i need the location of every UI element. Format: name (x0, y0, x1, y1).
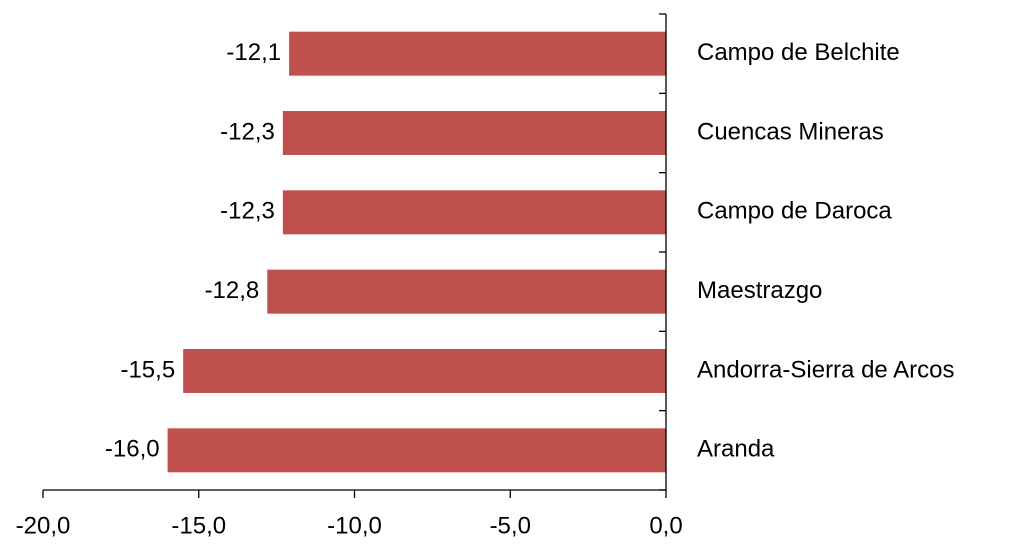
value-label: -12,8 (205, 277, 260, 304)
value-label: -12,1 (226, 39, 281, 66)
value-label: -12,3 (220, 198, 275, 225)
category-label: Maestrazgo (697, 277, 822, 304)
category-label: Campo de Belchite (697, 39, 900, 66)
bar (289, 31, 666, 76)
value-label: -12,3 (220, 118, 275, 145)
value-label: -16,0 (105, 436, 160, 463)
x-tick-label: -20,0 (16, 512, 71, 539)
bar (183, 349, 667, 393)
category-label: Aranda (697, 436, 775, 463)
category-label: Campo de Daroca (697, 198, 892, 225)
bar (167, 428, 666, 473)
x-tick-label: 0,0 (649, 512, 682, 539)
category-label: Andorra-Sierra de Arcos (697, 356, 954, 383)
x-tick-label: -15,0 (171, 512, 226, 539)
x-tick-label: -5,0 (490, 512, 531, 539)
category-label: Cuencas Mineras (697, 118, 884, 145)
x-tick-label: -10,0 (327, 512, 382, 539)
bar (267, 269, 666, 314)
bar (282, 190, 666, 235)
value-label: -15,5 (120, 356, 175, 383)
bar (282, 111, 666, 155)
